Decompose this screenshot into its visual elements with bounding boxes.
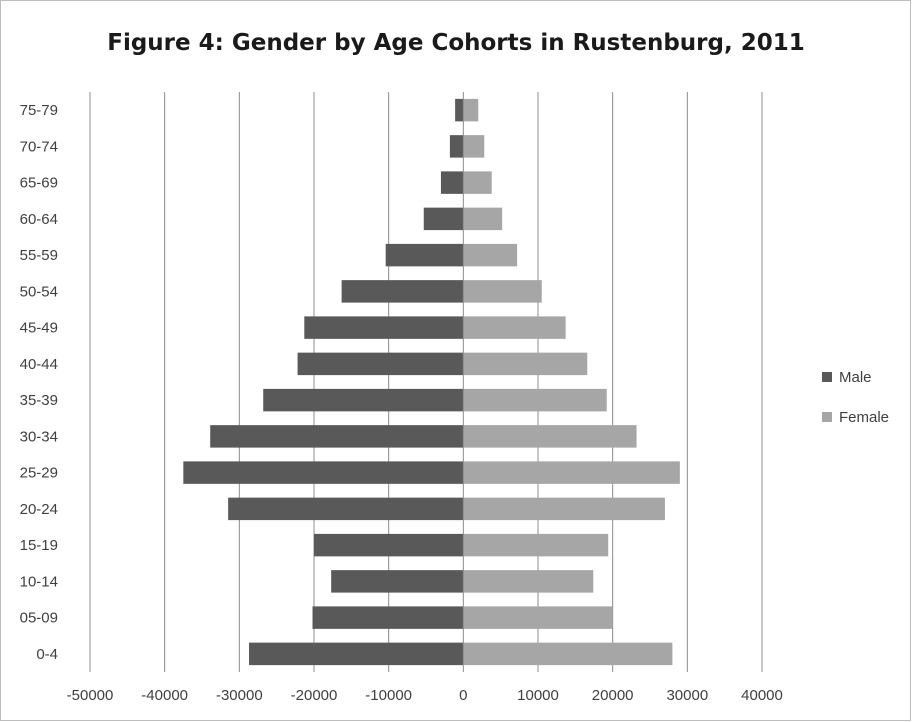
y-tick-label: 25-29: [20, 465, 58, 482]
legend: Male Female: [822, 369, 889, 426]
x-tick-label: 40000: [741, 687, 783, 704]
y-tick-label: 05-09: [20, 610, 58, 627]
y-tick-label: 65-69: [20, 175, 58, 192]
bar-male-60-64: [423, 207, 464, 231]
x-tick-label: -50000: [67, 687, 114, 704]
bar-female-15-19: [463, 533, 609, 557]
bar-male-65-69: [440, 171, 464, 194]
bar-female-50-54: [463, 280, 542, 303]
x-tick-label: -30000: [216, 687, 263, 704]
bar-male-25-29: [183, 461, 464, 484]
bar-male-45-49: [304, 316, 464, 339]
y-tick-label: 60-64: [20, 211, 58, 228]
bar-female-20-24: [463, 497, 665, 521]
bar-male-0-4: [249, 642, 464, 666]
y-tick-label: 30-34: [20, 428, 58, 445]
x-tick-label: -20000: [291, 687, 338, 704]
y-tick-label: 10-14: [20, 573, 58, 590]
bar-male-05-09: [312, 606, 464, 629]
x-tick-label: 10000: [517, 687, 559, 704]
bar-female-45-49: [463, 316, 566, 339]
y-axis-labels: 0-4 05-09 10-14 15-19 20-24 25-29 30-34 35-39 40…: [20, 102, 58, 663]
y-tick-label: 40-44: [20, 356, 58, 373]
bar-female-35-39: [463, 388, 607, 412]
bar-male-35-39: [263, 388, 464, 412]
legend-swatch-female: [822, 412, 832, 422]
bar-female-60-64: [463, 207, 503, 231]
x-axis-labels: -50000 -40000 -30000 -20000 -10000 0 10000 2000…: [67, 687, 783, 704]
bar-female-75-79: [463, 98, 479, 122]
bars: [183, 98, 680, 666]
legend-swatch-male: [822, 372, 832, 382]
chart-title: Figure 4: Gender by Age Cohorts in Ruste…: [107, 30, 805, 56]
y-tick-label: 50-54: [20, 283, 58, 300]
y-tick-label: 75-79: [20, 102, 58, 119]
bar-male-55-59: [385, 243, 464, 267]
bar-male-50-54: [341, 280, 464, 303]
legend-label-male: Male: [839, 369, 872, 386]
bar-male-40-44: [297, 352, 464, 376]
bar-female-30-34: [463, 425, 637, 448]
bar-female-25-29: [463, 461, 680, 484]
y-tick-label: 0-4: [36, 646, 58, 663]
y-tick-label: 35-39: [20, 392, 58, 409]
y-tick-label: 70-74: [20, 138, 58, 155]
legend-label-female: Female: [839, 409, 889, 426]
bar-female-0-4: [463, 642, 673, 666]
bar-male-75-79: [455, 98, 464, 122]
bar-female-10-14: [463, 570, 594, 593]
x-tick-label: 0: [459, 687, 467, 704]
y-tick-label: 15-19: [20, 537, 58, 554]
y-tick-label: 45-49: [20, 320, 58, 337]
bar-male-30-34: [210, 425, 464, 448]
bar-male-15-19: [314, 533, 464, 557]
x-tick-label: -10000: [365, 687, 412, 704]
x-tick-label: -40000: [141, 687, 188, 704]
bar-male-10-14: [331, 570, 464, 593]
bar-female-70-74: [463, 135, 485, 158]
x-tick-label: 20000: [592, 687, 634, 704]
bar-female-05-09: [463, 606, 613, 629]
bar-female-40-44: [463, 352, 588, 376]
x-tick-label: 30000: [666, 687, 708, 704]
y-tick-label: 55-59: [20, 247, 58, 264]
y-tick-label: 20-24: [20, 501, 58, 518]
bar-female-55-59: [463, 243, 518, 267]
bar-male-70-74: [449, 135, 464, 158]
bar-male-20-24: [228, 497, 464, 521]
bar-female-65-69: [463, 171, 492, 194]
